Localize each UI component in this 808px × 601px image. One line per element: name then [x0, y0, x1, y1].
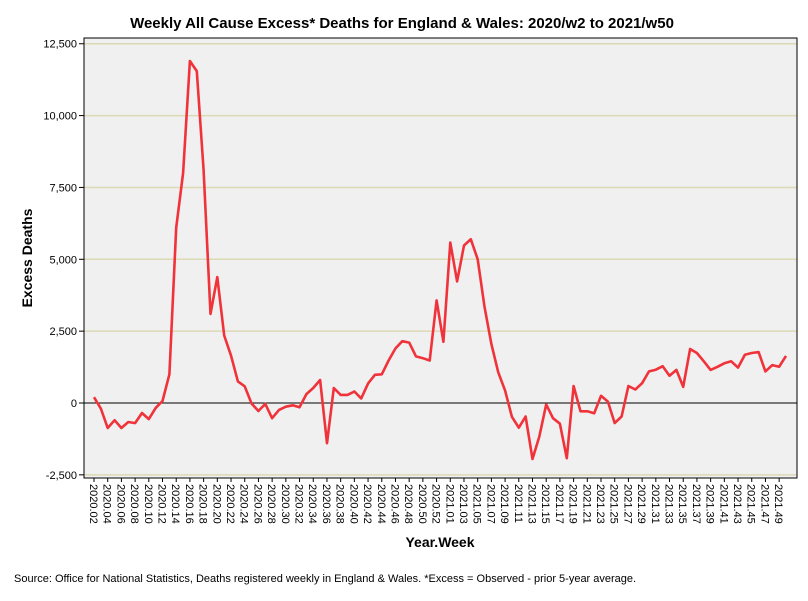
x-tick-label: 2020.02 — [87, 484, 99, 524]
x-tick-label: 2021.35 — [676, 484, 688, 524]
x-tick-label: 2021.45 — [745, 484, 757, 524]
x-tick-label: 2020.34 — [306, 484, 318, 524]
y-tick-label: 10,000 — [43, 111, 77, 123]
x-tick-label: 2021.41 — [717, 484, 729, 524]
x-tick-label: 2020.36 — [320, 484, 332, 524]
x-tick-label: 2021.21 — [580, 484, 592, 524]
x-tick-label: 2020.30 — [279, 484, 291, 524]
x-tick-label: 2020.28 — [265, 484, 277, 524]
x-tick-label: 2020.50 — [416, 484, 428, 524]
x-tick-label: 2021.09 — [498, 484, 510, 524]
x-tick-label: 2021.43 — [731, 484, 743, 524]
x-tick-label: 2021.05 — [471, 484, 483, 524]
x-tick-label: 2021.49 — [772, 484, 784, 524]
x-tick-label: 2020.46 — [388, 484, 400, 524]
x-tick-label: 2021.03 — [457, 484, 469, 524]
chart-title: Weekly All Cause Excess* Deaths for Engl… — [130, 15, 674, 32]
x-tick-label: 2020.20 — [210, 484, 222, 524]
series-line-excess-deaths — [92, 59, 788, 461]
x-tick-label: 2020.26 — [251, 484, 263, 524]
x-tick-label: 2020.10 — [142, 484, 154, 524]
x-tick-label: 2020.22 — [224, 484, 236, 524]
plot-area — [83, 37, 798, 479]
x-tick-label: 2020.08 — [128, 484, 140, 524]
plot-frame — [83, 37, 798, 479]
y-tick-label: -2,500 — [46, 470, 77, 482]
x-tick-label: 2020.38 — [334, 484, 346, 524]
x-tick-label: 2021.27 — [621, 484, 633, 524]
x-tick-label: 2021.17 — [553, 484, 565, 524]
x-tick-label: 2021.31 — [649, 484, 661, 524]
x-tick-label: 2020.48 — [402, 484, 414, 524]
y-tick-label: 12,500 — [43, 39, 77, 51]
x-tick-label: 2021.29 — [635, 484, 647, 524]
x-tick-label: 2021.23 — [594, 484, 606, 524]
x-tick-label: 2020.14 — [169, 484, 181, 524]
x-tick-label: 2021.33 — [663, 484, 675, 524]
x-tick-label: 2021.15 — [539, 484, 551, 524]
x-tick-label: 2020.52 — [430, 484, 442, 524]
x-tick-label: 2020.40 — [347, 484, 359, 524]
x-tick-label: 2020.24 — [238, 484, 250, 524]
x-tick-label: 2021.25 — [608, 484, 620, 524]
x-tick-label: 2021.19 — [567, 484, 579, 524]
x-tick-label: 2020.44 — [375, 484, 387, 524]
y-tick-label: 5,000 — [49, 254, 77, 266]
x-tick-label: 2021.47 — [758, 484, 770, 524]
x-tick-label: 2021.39 — [704, 484, 716, 524]
source-footnote: Source: Office for National Statistics, … — [14, 573, 636, 585]
y-tick-label: 0 — [71, 398, 77, 410]
x-tick-label: 2020.06 — [114, 484, 126, 524]
x-tick-label: 2020.18 — [197, 484, 209, 524]
x-tick-label: 2020.12 — [156, 484, 168, 524]
x-tick-label: 2020.04 — [101, 484, 113, 524]
x-tick-label: 2020.16 — [183, 484, 195, 524]
x-tick-label: 2020.42 — [361, 484, 373, 524]
y-tick-label: 7,500 — [49, 182, 77, 194]
x-tick-label: 2021.07 — [484, 484, 496, 524]
y-tick-label: 2,500 — [49, 326, 77, 338]
x-axis-label: Year.Week — [405, 534, 474, 550]
x-tick-label: 2021.01 — [443, 484, 455, 524]
x-tick-label: 2021.37 — [690, 484, 702, 524]
y-axis-label: Excess Deaths — [19, 208, 35, 307]
x-tick-label: 2021.13 — [525, 484, 537, 524]
x-tick-label: 2021.11 — [512, 484, 524, 523]
x-tick-label: 2020.32 — [293, 484, 305, 524]
